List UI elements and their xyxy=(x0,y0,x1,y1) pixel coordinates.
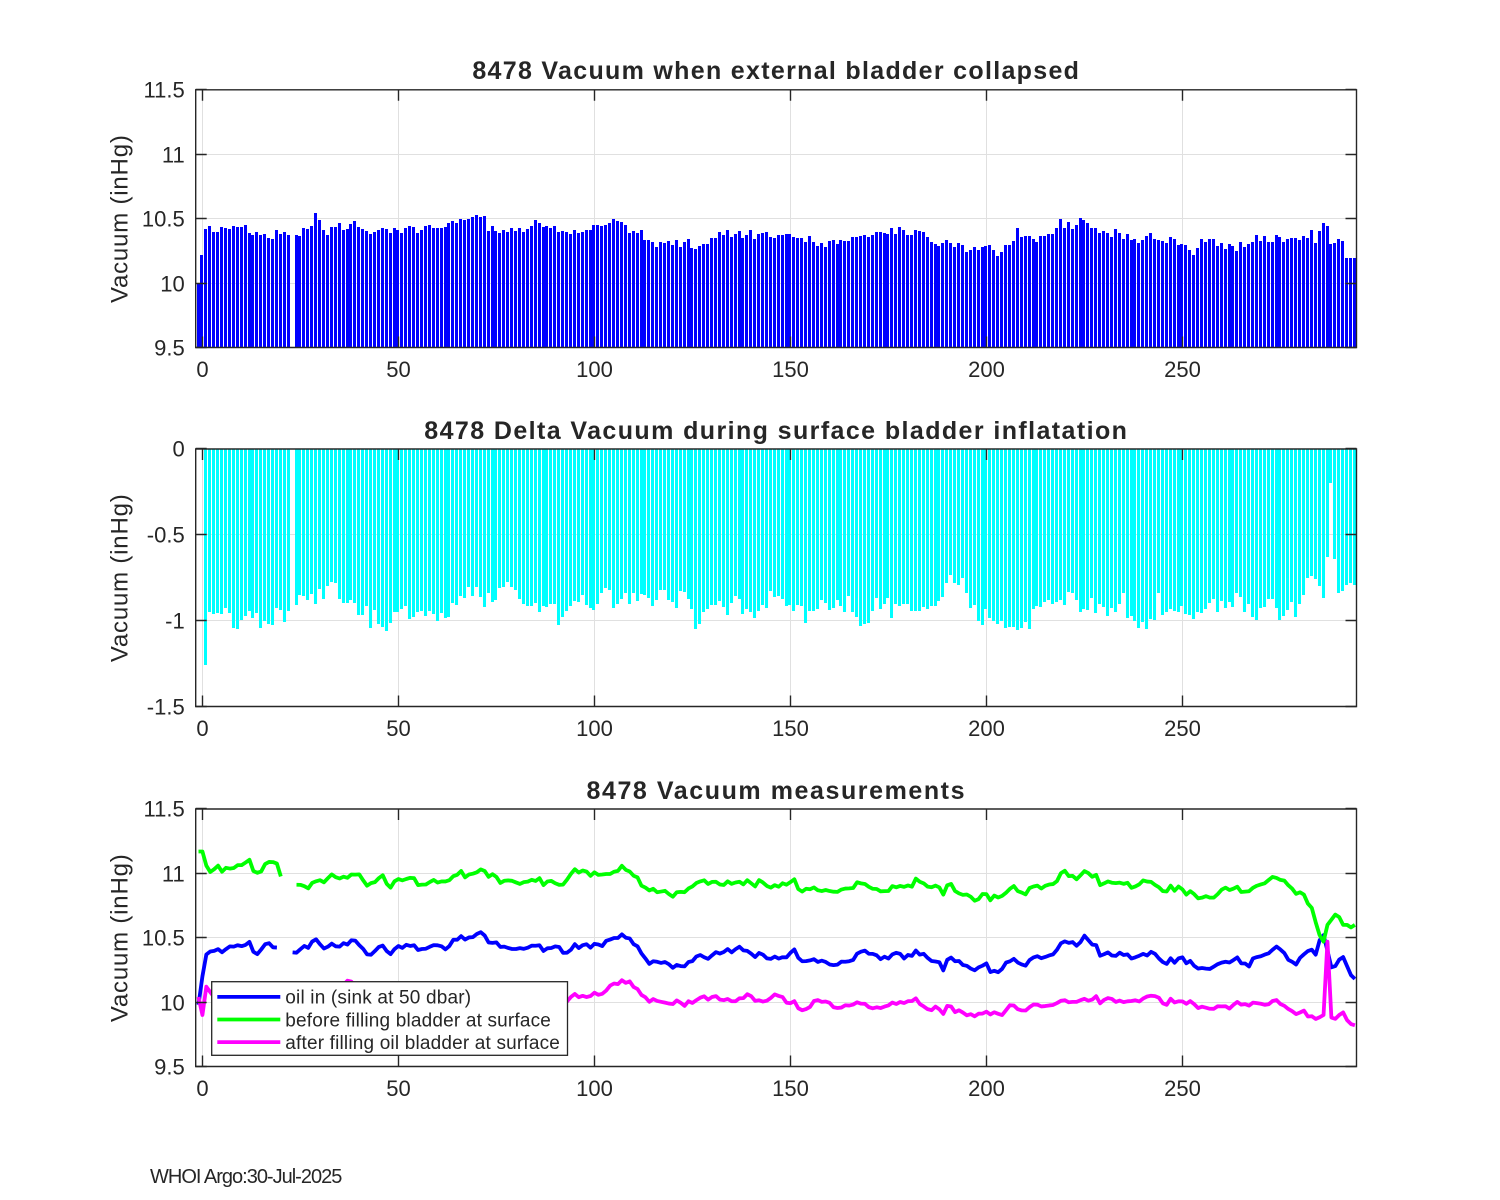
svg-text:9.5: 9.5 xyxy=(154,1055,185,1080)
svg-text:150: 150 xyxy=(772,1076,809,1101)
svg-text:9.5: 9.5 xyxy=(154,336,185,361)
svg-text:50: 50 xyxy=(386,357,410,382)
svg-text:200: 200 xyxy=(968,716,1005,741)
svg-text:11.5: 11.5 xyxy=(144,797,185,822)
svg-text:200: 200 xyxy=(968,357,1005,382)
svg-text:0: 0 xyxy=(196,1076,208,1101)
svg-text:10.5: 10.5 xyxy=(142,926,185,951)
svg-text:50: 50 xyxy=(386,716,410,741)
svg-text:250: 250 xyxy=(1164,1076,1201,1101)
svg-text:11.5: 11.5 xyxy=(144,78,185,103)
svg-text:-0.5: -0.5 xyxy=(147,523,185,548)
svg-text:100: 100 xyxy=(576,1076,613,1101)
svg-text:10: 10 xyxy=(160,272,184,297)
svg-text:200: 200 xyxy=(968,1076,1005,1101)
svg-text:10.5: 10.5 xyxy=(142,207,185,232)
svg-text:250: 250 xyxy=(1164,716,1201,741)
svg-text:Vacuum (inHg): Vacuum (inHg) xyxy=(107,853,134,1022)
svg-text:100: 100 xyxy=(576,716,613,741)
svg-text:8478 Vacuum when external blad: 8478 Vacuum when external bladder collap… xyxy=(472,57,1080,85)
svg-text:150: 150 xyxy=(772,357,809,382)
svg-text:oil in (sink at 50 dbar): oil in (sink at 50 dbar) xyxy=(285,988,471,1009)
svg-text:100: 100 xyxy=(576,357,613,382)
svg-text:0: 0 xyxy=(196,716,208,741)
svg-text:before filling bladder at surf: before filling bladder at surface xyxy=(285,1010,551,1031)
svg-text:11: 11 xyxy=(162,862,185,887)
svg-text:0: 0 xyxy=(196,357,208,382)
svg-text:-1: -1 xyxy=(165,609,185,634)
svg-text:-1.5: -1.5 xyxy=(147,695,185,720)
svg-text:150: 150 xyxy=(772,716,809,741)
svg-text:8478 Vacuum measurements: 8478 Vacuum measurements xyxy=(587,777,967,805)
svg-text:8478 Delta Vacuum during surfa: 8478 Delta Vacuum during surface bladder… xyxy=(424,417,1128,445)
svg-text:50: 50 xyxy=(386,1076,410,1101)
svg-text:10: 10 xyxy=(160,991,184,1016)
svg-text:11: 11 xyxy=(162,143,185,168)
svg-text:after filling oil bladder at s: after filling oil bladder at surface xyxy=(285,1033,560,1054)
svg-text:Vacuum (inHg): Vacuum (inHg) xyxy=(107,493,134,662)
svg-text:WHOI Argo:30-Jul-2025: WHOI Argo:30-Jul-2025 xyxy=(150,1166,342,1188)
svg-text:Vacuum (inHg): Vacuum (inHg) xyxy=(107,134,134,303)
svg-text:0: 0 xyxy=(172,437,184,462)
svg-text:250: 250 xyxy=(1164,357,1201,382)
